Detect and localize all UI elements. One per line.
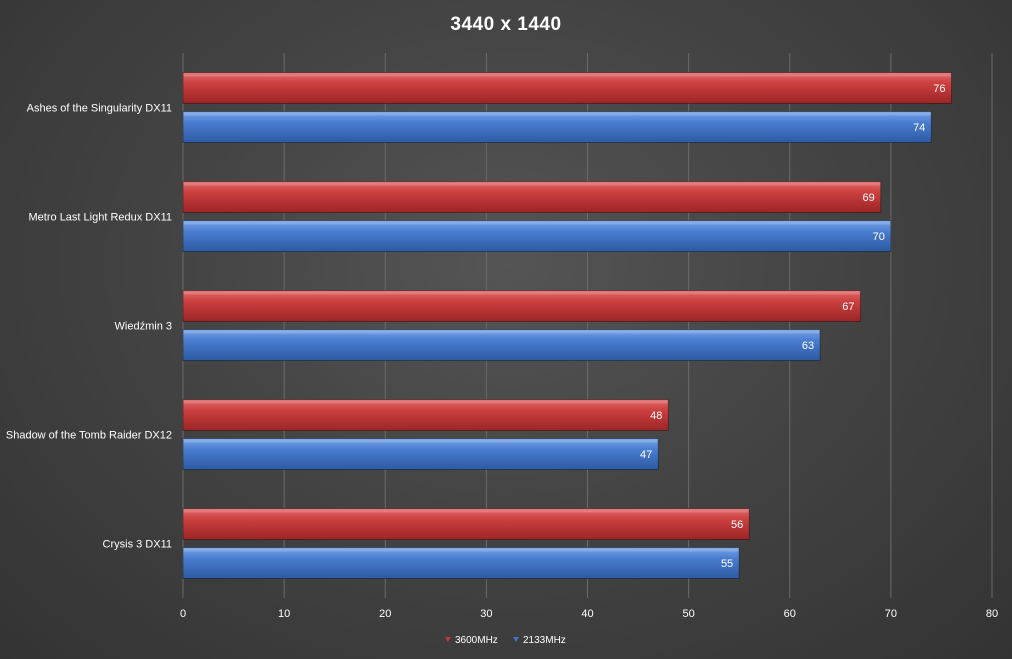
data-label: 67 xyxy=(842,301,854,313)
bar-highlight xyxy=(184,509,749,513)
bar-3600mhz xyxy=(182,290,862,322)
bar-highlight xyxy=(184,330,820,334)
x-tick-label: 10 xyxy=(278,608,290,620)
legend: 3600MHz 2133MHz xyxy=(445,635,566,646)
legend-marker-icon xyxy=(445,637,451,642)
data-label: 47 xyxy=(640,449,652,461)
bar-highlight xyxy=(184,548,739,552)
bar-3600mhz xyxy=(182,508,750,540)
category-label: Crysis 3 DX11 xyxy=(103,539,172,551)
x-tick-label: 30 xyxy=(480,608,492,620)
data-label: 69 xyxy=(863,192,875,204)
legend-entry: 3600MHz xyxy=(455,635,498,646)
bar-highlight xyxy=(184,439,658,443)
chart-title: 3440 x 1440 xyxy=(450,14,561,35)
x-tick-label: 0 xyxy=(180,608,186,620)
bar-highlight xyxy=(184,221,890,225)
x-tick-label: 20 xyxy=(379,608,391,620)
category-label: Shadow of the Tomb Raider DX12 xyxy=(6,430,172,442)
data-label: 74 xyxy=(913,122,925,134)
data-label: 56 xyxy=(731,519,743,531)
category-label: Ashes of the Singularity DX11 xyxy=(27,103,172,115)
legend-entry: 2133MHz xyxy=(523,635,566,646)
bar-2133mhz xyxy=(182,220,892,252)
bar-highlight xyxy=(184,73,951,77)
x-tick-label: 50 xyxy=(683,608,695,620)
category-label: Wiedźmin 3 xyxy=(115,321,172,333)
data-label: 63 xyxy=(802,340,814,352)
x-tick-label: 70 xyxy=(885,608,897,620)
bar-2133mhz xyxy=(182,547,740,579)
bar-2133mhz xyxy=(182,329,821,361)
x-tick-label: 40 xyxy=(581,608,593,620)
gridlines xyxy=(182,53,993,598)
data-label: 70 xyxy=(873,231,885,243)
category-label: Metro Last Light Redux DX11 xyxy=(29,212,172,224)
bar-highlight xyxy=(184,182,880,186)
data-label: 48 xyxy=(650,410,662,422)
bar-3600mhz xyxy=(182,181,882,213)
legend-marker-icon xyxy=(513,637,519,642)
bars xyxy=(182,72,953,579)
bar-3600mhz xyxy=(182,72,953,104)
bar-2133mhz xyxy=(182,111,932,143)
data-label: 76 xyxy=(933,83,945,95)
x-tick-label: 80 xyxy=(986,608,998,620)
x-tick-label: 60 xyxy=(784,608,796,620)
bar-3600mhz xyxy=(182,399,669,431)
bar-highlight xyxy=(184,291,860,295)
bar-2133mhz xyxy=(182,438,659,470)
bar-highlight xyxy=(184,400,668,404)
labels: 0 10 20 30 40 50 60 70 80 Ashes of the Singularit… xyxy=(6,83,998,620)
data-label: 55 xyxy=(721,558,733,570)
bar-highlight xyxy=(184,112,931,116)
